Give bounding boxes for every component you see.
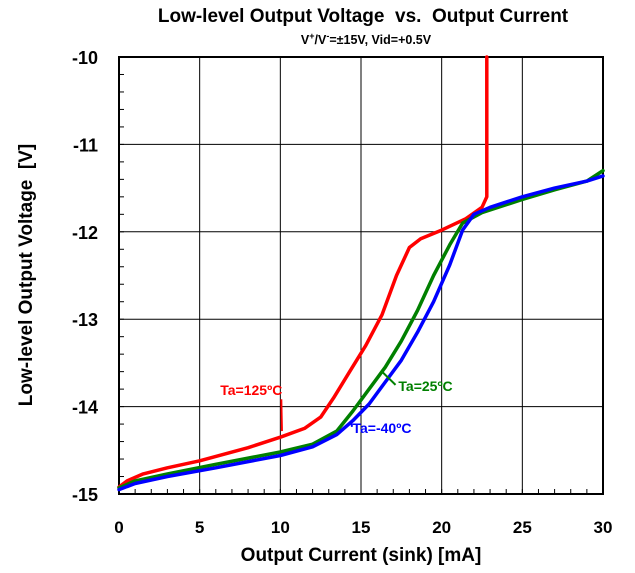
subtitle-sup-minus: - xyxy=(326,31,329,41)
series-annotation-0: Ta=125ºC xyxy=(220,382,282,398)
y-tick-label: -10 xyxy=(72,48,98,68)
x-tick-label: 10 xyxy=(271,518,290,537)
grid xyxy=(119,57,603,494)
subtitle-sup-plus: + xyxy=(309,31,314,41)
x-tick-label: 15 xyxy=(352,518,371,537)
series-group xyxy=(117,55,605,492)
y-tick-label: -12 xyxy=(72,223,98,243)
chart-subtitle: V+/V-=±15V, Vid=+0.5V xyxy=(301,31,432,47)
chart-title: Low-level Output Voltage vs. Output Curr… xyxy=(158,6,569,27)
annotation-leader-1 xyxy=(381,370,397,386)
series-annotation-2: Ta=-40ºC xyxy=(353,420,412,436)
y-tick-label: -15 xyxy=(72,485,98,505)
annotation-group: Ta=125ºC Ta=25ºC Ta=-40ºC xyxy=(220,370,453,436)
plot-frame xyxy=(118,56,604,495)
subtitle-suffix: =±15V, Vid=+0.5V xyxy=(329,33,431,47)
x-tick-label: 0 xyxy=(114,518,123,537)
series-line-0 xyxy=(117,55,489,489)
x-tick-label: 25 xyxy=(513,518,532,537)
x-tick-label: 20 xyxy=(432,518,451,537)
x-tick-label: 5 xyxy=(195,518,204,537)
subtitle-prefix: V xyxy=(301,33,310,47)
series-line-1 xyxy=(117,168,605,490)
y-tick-label: -13 xyxy=(72,310,98,330)
y-tick-label: -11 xyxy=(73,135,98,155)
series-line-2 xyxy=(117,174,605,492)
y-tick-label: -14 xyxy=(72,398,98,418)
annotation-leader-0 xyxy=(280,399,283,432)
y-axis-label: Low-level Output Voltage [V] xyxy=(16,144,37,406)
x-axis-label: Output Current (sink) [mA] xyxy=(241,545,482,566)
y-tick-labels: -15 -14 -13 -12 -11 -10 xyxy=(72,48,98,505)
annotation-leader-2 xyxy=(350,422,353,427)
subtitle-mid: /V xyxy=(315,33,327,47)
series-annotation-1: Ta=25ºC xyxy=(398,378,452,394)
x-tick-labels: 0 5 10 15 20 25 30 xyxy=(114,518,612,537)
x-tick-label: 30 xyxy=(594,518,613,537)
